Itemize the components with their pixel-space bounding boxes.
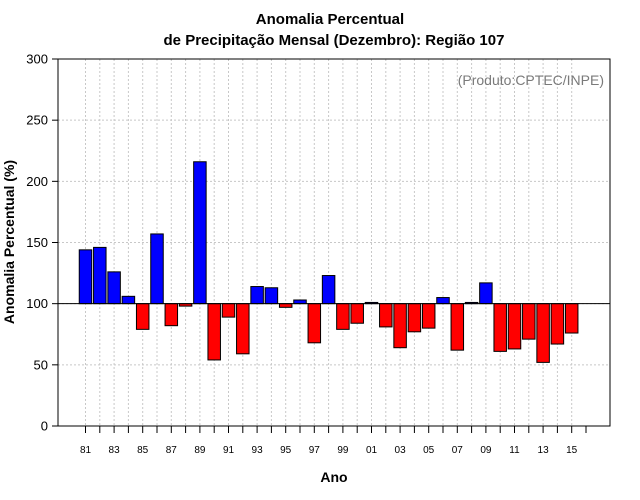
- y-tick-label: 50: [34, 357, 48, 372]
- bar-2005: [421, 303, 436, 329]
- x-tick-label: 05: [423, 445, 435, 456]
- x-tick-label: 03: [395, 445, 407, 456]
- bar-1996: [293, 299, 307, 305]
- bar-1986: [150, 233, 164, 305]
- bar-2014: [550, 303, 565, 345]
- x-tick-label: 07: [452, 445, 464, 456]
- y-tick-label: 150: [26, 235, 48, 250]
- bars-group: [78, 161, 579, 363]
- x-tick-label: 85: [137, 445, 149, 456]
- bar-1987: [164, 303, 179, 327]
- bar-2007: [450, 303, 465, 351]
- bar-1994: [264, 287, 279, 305]
- y-tick-label: 300: [26, 52, 48, 67]
- bar-1990: [207, 303, 221, 361]
- y-tick-label: 100: [26, 296, 48, 311]
- bar-1998: [321, 275, 336, 305]
- credit-text: (Produto:CPTEC/INPE): [458, 72, 604, 88]
- bar-1981: [78, 249, 93, 305]
- bar-1989: [193, 161, 207, 305]
- x-axis-label: Ano: [320, 469, 347, 485]
- bar-2013: [536, 303, 550, 363]
- y-axis: 0 50 100 150 200 250 300: [26, 52, 58, 434]
- bar-1982: [93, 246, 107, 305]
- x-tick-label: 81: [80, 445, 92, 456]
- bar-1983: [107, 271, 121, 305]
- x-tick-label: 89: [194, 445, 206, 456]
- x-tick-label: 01: [366, 445, 378, 456]
- chart-title-line1: Anomalia Percentual: [256, 11, 404, 28]
- y-tick-label: 0: [41, 419, 48, 434]
- x-tick-label: 99: [337, 445, 349, 456]
- bar-2010: [493, 303, 507, 352]
- grid-lines: [58, 59, 610, 426]
- bar-1999: [336, 303, 350, 330]
- bar-2006: [436, 297, 450, 305]
- bar-2002: [379, 303, 393, 328]
- bar-2015: [564, 303, 579, 334]
- y-tick-label: 250: [26, 113, 48, 128]
- bar-2009: [479, 282, 493, 305]
- x-tick-label: 83: [109, 445, 121, 456]
- y-axis-label: Anomalia Percentual (%): [1, 160, 17, 324]
- bar-1991: [221, 303, 236, 318]
- x-tick-label: 09: [480, 445, 492, 456]
- bar-2000: [350, 303, 364, 324]
- bar-2011: [507, 303, 522, 350]
- bar-2012: [522, 303, 536, 340]
- x-tick-label: 13: [538, 445, 550, 456]
- x-tick-label: 93: [252, 445, 264, 456]
- bar-1992: [236, 303, 250, 355]
- bar-1985: [135, 303, 150, 330]
- x-tick-label: 15: [566, 445, 578, 456]
- x-tick-label: 11: [509, 445, 520, 456]
- bar-1997: [307, 303, 322, 344]
- bar-1993: [250, 286, 264, 305]
- bar-1984: [121, 295, 136, 305]
- x-tick-label: 87: [166, 445, 178, 456]
- chart-title-line2: de Precipitação Mensal (Dezembro): Regiã…: [164, 32, 505, 49]
- y-tick-label: 200: [26, 174, 48, 189]
- x-tick-label: 97: [309, 445, 321, 456]
- x-tick-label: 95: [280, 445, 292, 456]
- bar-1995: [278, 303, 293, 308]
- x-tick-label: 91: [223, 445, 235, 456]
- bar-2003: [393, 303, 407, 349]
- x-axis: 81 83 85 87 89 91 93 95 97 99 01 03 05 07 09 11 13 15: [80, 426, 587, 456]
- bar-2004: [407, 303, 422, 333]
